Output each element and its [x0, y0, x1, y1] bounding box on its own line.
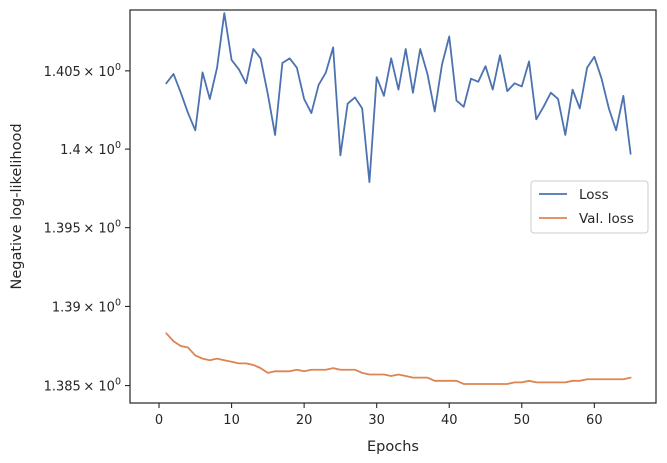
y-tick-label: 1.39 × 100 — [52, 297, 121, 315]
x-tick-label: 60 — [586, 413, 603, 428]
x-tick-label: 20 — [296, 413, 313, 428]
y-tick-label: 1.395 × 100 — [44, 219, 121, 237]
y-tick-label: 1.385 × 100 — [44, 377, 121, 395]
legend-label-val-loss: Val. loss — [579, 211, 634, 227]
x-tick-label: 10 — [223, 413, 240, 428]
x-tick-label: 0 — [155, 413, 163, 428]
plot-frame — [129, 9, 657, 404]
legend-label-loss: Loss — [579, 187, 609, 203]
series-layer — [165, 12, 632, 385]
legend: Loss Val. loss — [530, 180, 649, 234]
x-tick-label: 50 — [514, 413, 531, 428]
x-axis: 0 10 20 30 40 50 60 — [155, 403, 603, 428]
y-tick-label: 1.4 × 100 — [60, 140, 121, 158]
x-tick-label: 40 — [441, 413, 458, 428]
x-axis-label: Epochs — [367, 439, 419, 455]
series-line-val-loss — [165, 332, 632, 385]
y-axis: 1.385 × 100 1.39 × 100 1.395 × 100 1.4 × 10… — [44, 62, 130, 395]
y-tick-label: 1.405 × 100 — [44, 62, 121, 80]
series-line-loss — [165, 12, 632, 183]
y-axis-label: Negative log-likelihood — [9, 123, 25, 289]
x-tick-label: 30 — [368, 413, 385, 428]
